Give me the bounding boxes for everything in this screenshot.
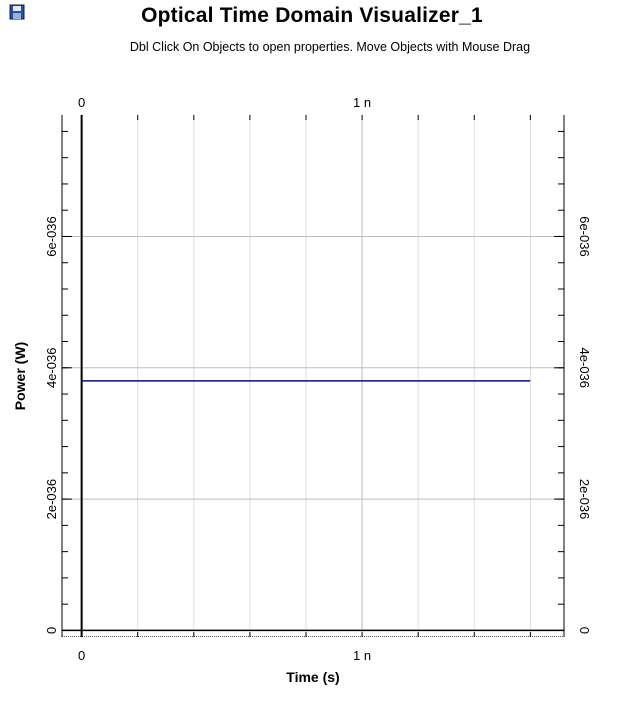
- x-tick-label-top: 0: [78, 95, 85, 110]
- page-title: Optical Time Domain Visualizer_1: [141, 4, 483, 27]
- plot-area: [62, 115, 564, 637]
- y-axis-label: Power (W): [12, 342, 28, 410]
- y-tick-label-left: 0: [44, 627, 59, 634]
- y-tick-label-right: 0: [577, 627, 592, 634]
- y-tick-label-right: 6e-036: [577, 216, 592, 256]
- y-tick-label-left: 4e-036: [44, 348, 59, 388]
- x-tick-label-bottom: 1 n: [353, 648, 371, 663]
- x-axis-label: Time (s): [286, 669, 339, 685]
- y-tick-label-left: 6e-036: [44, 216, 59, 256]
- y-tick-label-right: 2e-036: [577, 479, 592, 519]
- x-tick-label-top: 1 n: [353, 95, 371, 110]
- y-tick-label-left: 2e-036: [44, 479, 59, 519]
- y-tick-label-right: 4e-036: [577, 348, 592, 388]
- disk-icon: [9, 4, 25, 20]
- instructions-text: Dbl Click On Objects to open properties.…: [129, 40, 531, 54]
- x-tick-label-bottom: 0: [78, 648, 85, 663]
